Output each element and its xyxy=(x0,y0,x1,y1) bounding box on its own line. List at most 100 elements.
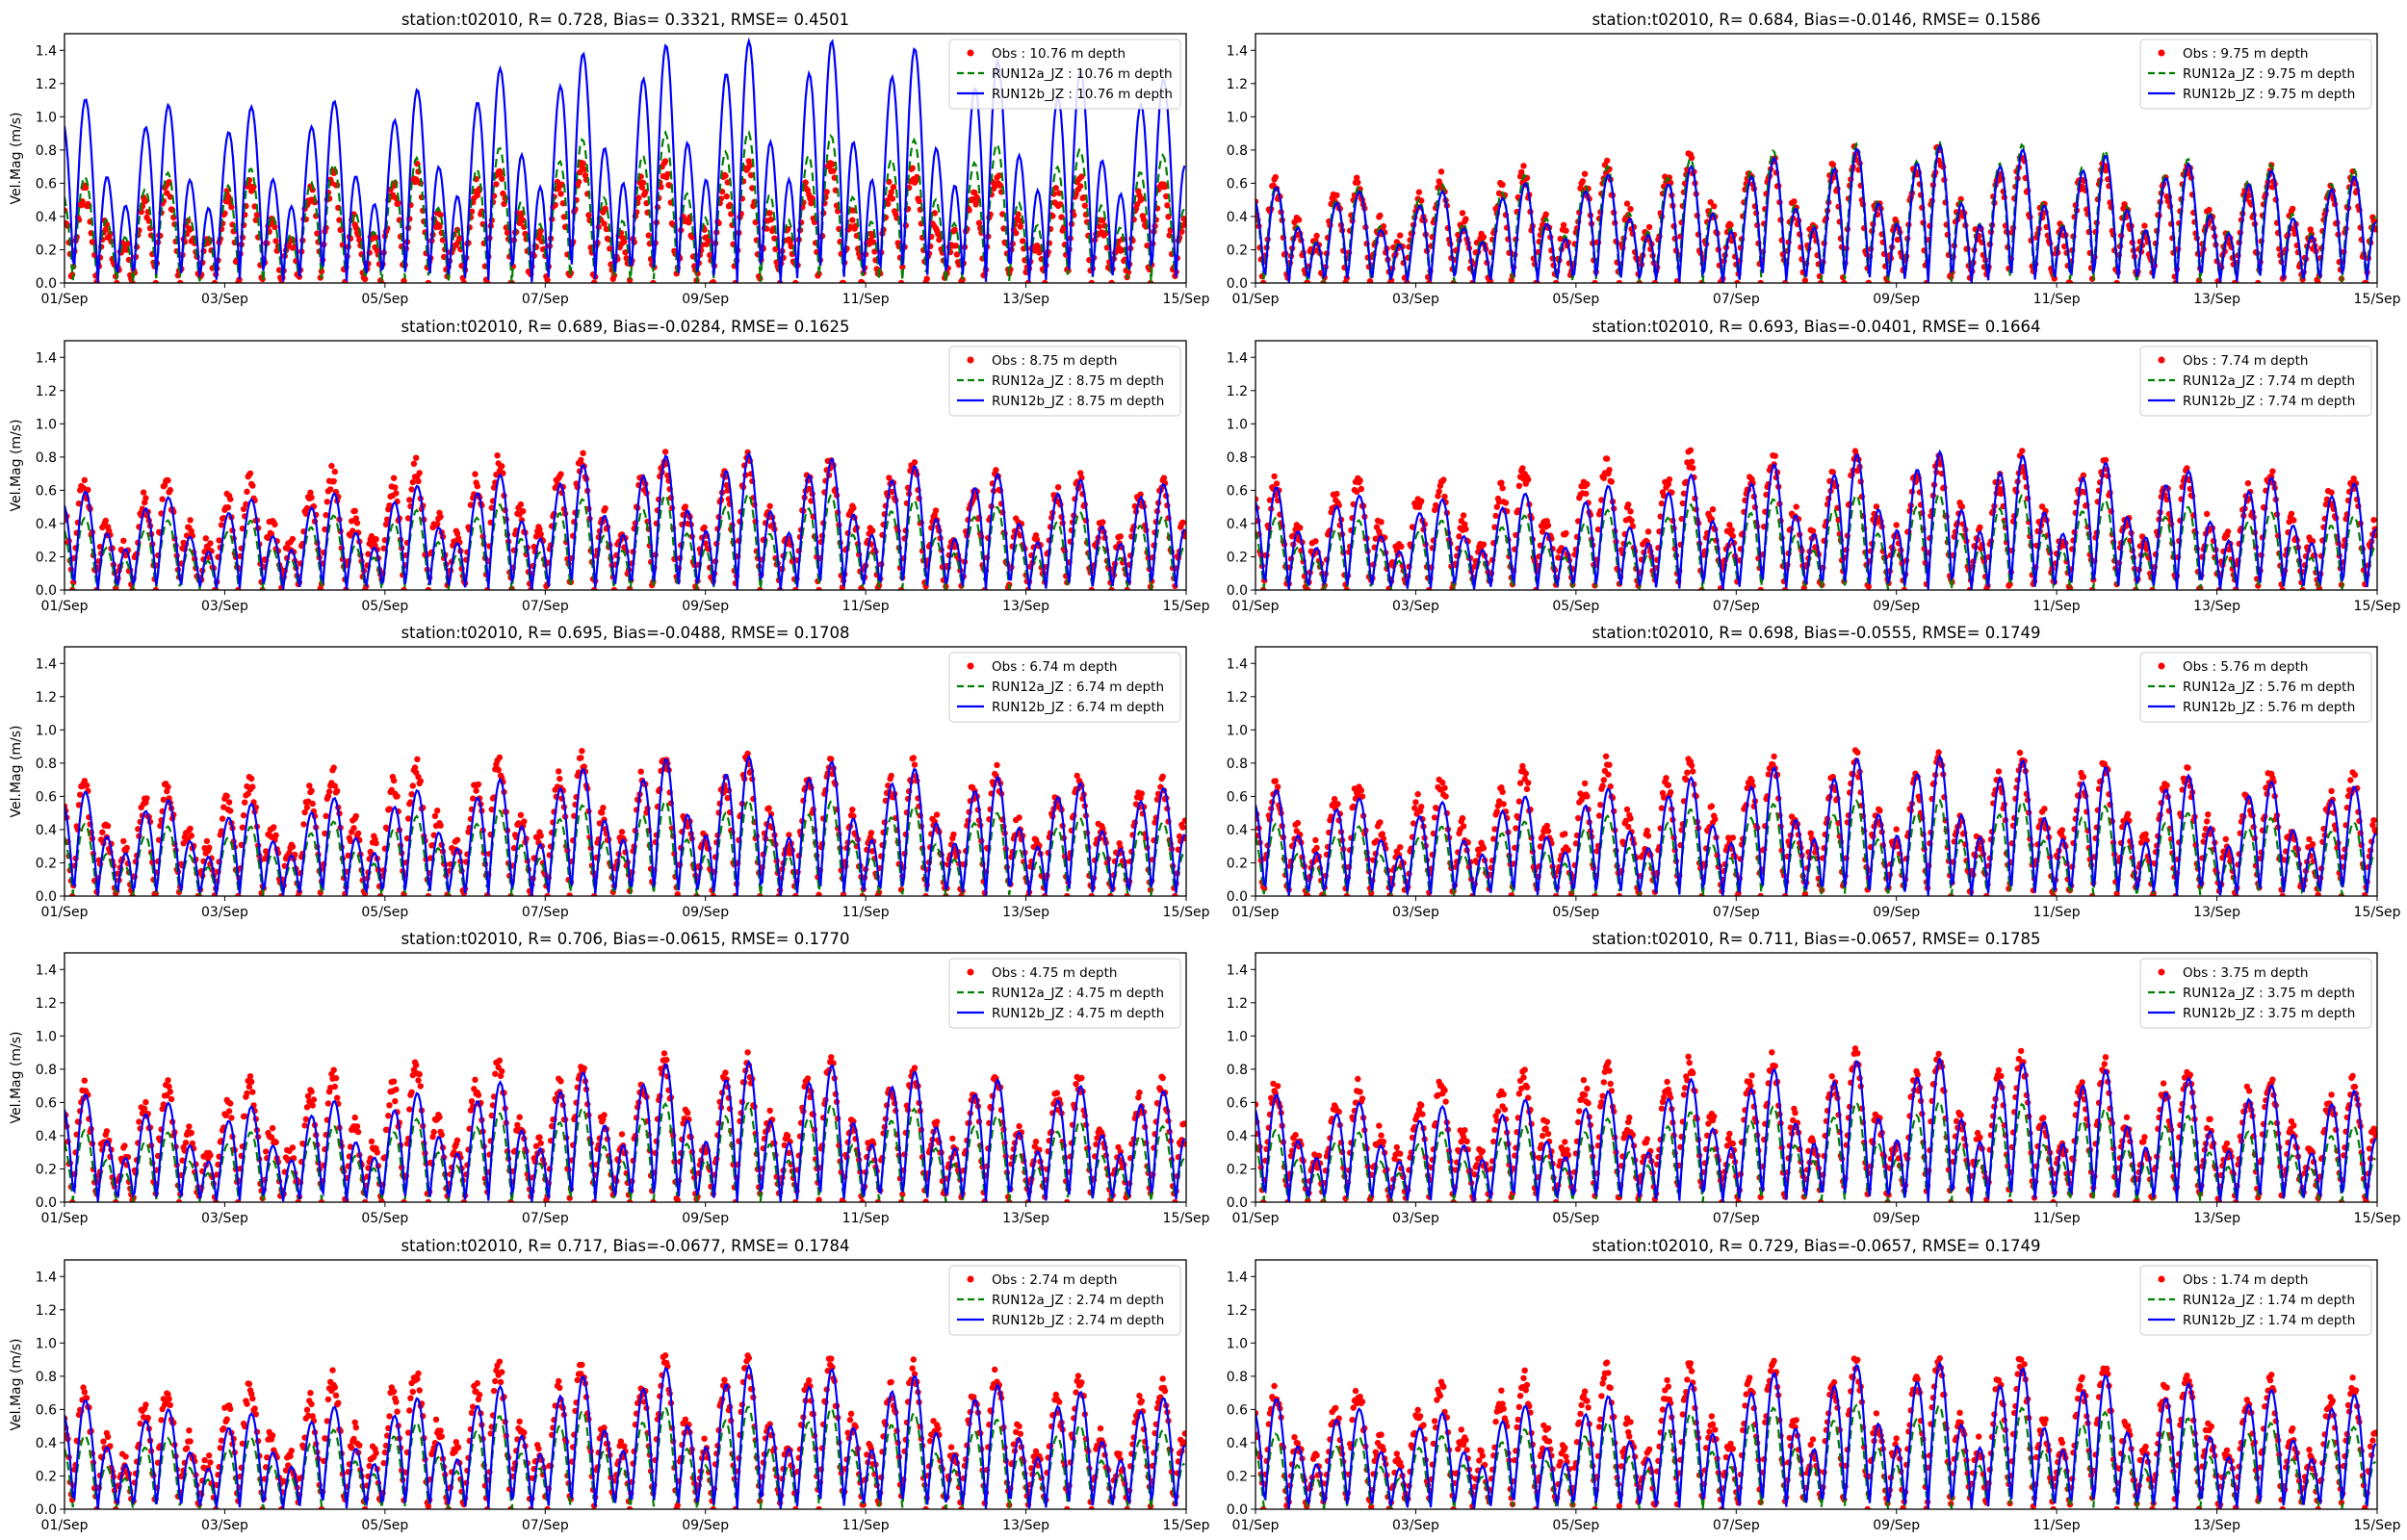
obs-point xyxy=(1305,279,1311,283)
obs-point xyxy=(1958,503,1966,510)
x-tick-label: 09/Sep xyxy=(682,599,729,614)
obs-point xyxy=(688,234,695,241)
obs-point xyxy=(406,497,413,503)
obs-point xyxy=(1757,279,1764,283)
obs-point xyxy=(352,515,359,522)
obs-point xyxy=(327,486,334,493)
legend-box xyxy=(948,38,1181,110)
x-tick-label: 13/Sep xyxy=(2193,292,2240,307)
obs-point xyxy=(618,829,626,835)
obs-point xyxy=(1357,477,1363,484)
obs-point xyxy=(1333,192,1340,198)
obs-point xyxy=(114,279,120,283)
obs-point xyxy=(1657,513,1664,520)
obs-point xyxy=(1140,217,1148,223)
y-tick-label: 0.6 xyxy=(1227,176,1248,192)
obs-point xyxy=(859,586,866,590)
obs-point xyxy=(1017,223,1024,230)
obs-point xyxy=(603,225,610,233)
obs-point xyxy=(1688,458,1695,465)
obs-point xyxy=(504,229,511,236)
x-tick-label: 15/Sep xyxy=(2354,599,2401,614)
obs-point xyxy=(1544,522,1552,529)
legend-obs-marker xyxy=(2158,356,2165,364)
run12a-line xyxy=(65,493,1185,590)
obs-point xyxy=(521,818,528,825)
obs-point xyxy=(2255,279,2262,283)
obs-point xyxy=(431,812,439,819)
obs-point xyxy=(581,166,587,173)
plot-area xyxy=(1255,447,2377,590)
obs-point xyxy=(494,452,501,459)
x-tick-label: 13/Sep xyxy=(2193,599,2240,614)
obs-point xyxy=(1817,279,1825,283)
obs-point xyxy=(330,764,337,771)
legend-obs-marker xyxy=(967,356,974,364)
obs-point xyxy=(386,502,393,509)
obs-point xyxy=(1137,491,1144,498)
obs-point xyxy=(1491,524,1498,530)
obs-point xyxy=(272,223,278,230)
obs-point xyxy=(499,463,505,470)
obs-point xyxy=(1056,190,1063,196)
y-tick-label: 1.4 xyxy=(36,350,57,366)
obs-point xyxy=(246,470,254,477)
obs-point xyxy=(434,521,441,527)
x-tick-label: 11/Sep xyxy=(2033,599,2081,614)
obs-point xyxy=(664,170,671,178)
legend-entry: Obs : 10.76 m depth xyxy=(992,46,1126,62)
obs-point xyxy=(1711,203,1718,210)
obs-point xyxy=(556,768,562,775)
y-tick-label: 1.0 xyxy=(1227,110,1248,125)
obs-point xyxy=(1594,526,1602,533)
obs-point xyxy=(1462,216,1469,222)
obs-point xyxy=(746,162,754,168)
obs-point xyxy=(885,200,892,208)
obs-point xyxy=(1651,279,1659,283)
obs-point xyxy=(909,165,916,171)
obs-point xyxy=(850,504,857,511)
obs-point xyxy=(765,805,772,811)
subplot-3: 0.00.20.40.60.81.01.21.401/Sep 03/Sep 05/S… xyxy=(1227,318,2401,614)
y-tick-label: 0.0 xyxy=(36,276,57,292)
x-tick-label: 01/Sep xyxy=(41,292,89,307)
obs-point xyxy=(409,783,416,789)
obs-point xyxy=(829,161,836,167)
obs-point xyxy=(354,830,362,836)
obs-point xyxy=(142,197,149,204)
obs-point xyxy=(474,482,480,490)
obs-point xyxy=(409,478,416,486)
subplot-title: station:t02010, R= 0.689, Bias=-0.0284, … xyxy=(401,318,849,336)
obs-point xyxy=(142,495,149,501)
obs-point xyxy=(849,807,856,813)
x-tick-label: 15/Sep xyxy=(1163,599,1210,614)
obs-point xyxy=(218,522,225,528)
obs-point xyxy=(187,517,194,524)
obs-point xyxy=(1333,490,1340,498)
obs-point xyxy=(1628,517,1635,525)
legend-entry: Obs : 7.74 m depth xyxy=(2183,353,2308,369)
obs-point xyxy=(152,586,159,590)
obs-point xyxy=(102,226,110,233)
x-tick-label: 01/Sep xyxy=(1232,292,1280,307)
obs-point xyxy=(607,245,613,252)
obs-point xyxy=(414,756,421,762)
obs-point xyxy=(1117,533,1125,540)
obs-point xyxy=(899,264,906,270)
obs-point xyxy=(393,490,400,497)
plot-area xyxy=(65,37,1186,283)
obs-point xyxy=(2066,279,2074,283)
obs-point xyxy=(2307,226,2314,233)
obs-point xyxy=(223,792,230,800)
obs-point xyxy=(2315,279,2321,283)
obs-point xyxy=(82,184,90,192)
obs-point xyxy=(1734,279,1741,283)
obs-point xyxy=(1398,543,1405,550)
obs-point xyxy=(1627,205,1634,213)
obs-point xyxy=(240,505,247,513)
obs-point xyxy=(456,235,463,242)
legend-box xyxy=(948,346,1181,417)
